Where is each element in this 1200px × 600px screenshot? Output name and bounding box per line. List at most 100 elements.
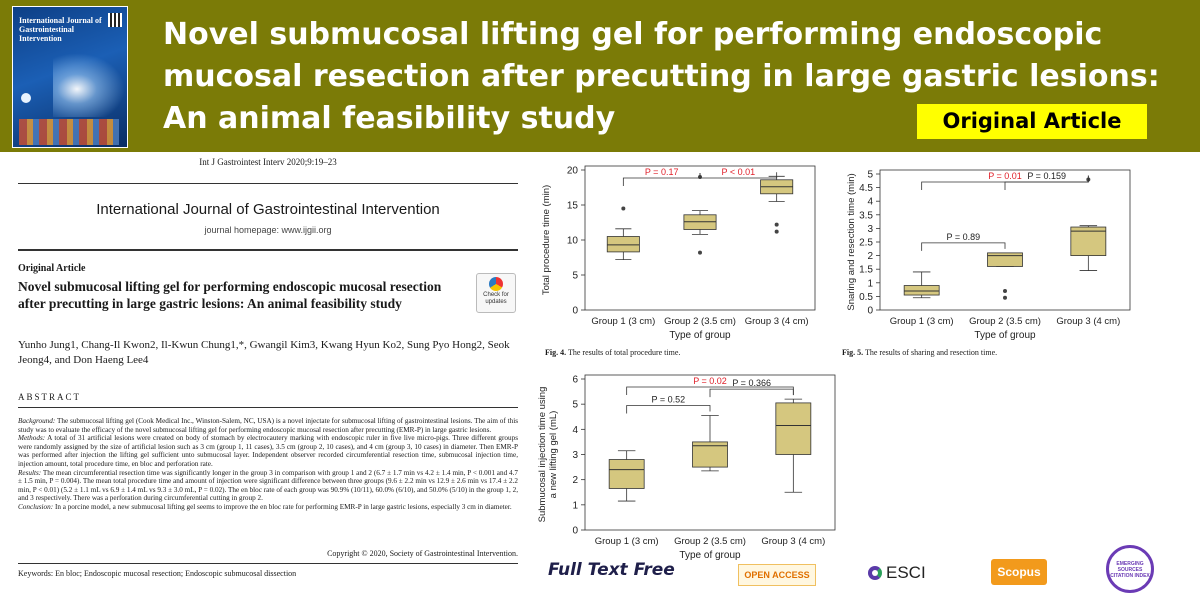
y-tick-label: 15 bbox=[567, 201, 579, 212]
x-tick-label: Group 3 (4 cm) bbox=[1056, 316, 1120, 327]
figure-5-caption: Fig. 5. The results of sharing and resec… bbox=[842, 348, 998, 357]
divider bbox=[18, 563, 518, 564]
injection-amount-chart: 0 1 2 3 4 5 6 Group 1 (3 cm) Group 2 (3.5 cm) Gro… bbox=[535, 365, 845, 561]
scopus-logo: Scopus bbox=[991, 559, 1047, 585]
y-tick-label: 3 bbox=[867, 224, 873, 235]
article-type-label: Original Article bbox=[18, 263, 86, 274]
x-tick-label: Group 3 (4 cm) bbox=[745, 316, 809, 327]
check-updates-label: Check for updates bbox=[483, 292, 509, 305]
snaring-time-boxplot: 0 0.5 1 1.5 2 2.5 3 3.5 4 4.5 5 Group 1 (3 cm) Group… bbox=[846, 169, 1131, 341]
esci-icon bbox=[868, 566, 882, 580]
cover-title: International Journal of Gastrointestina… bbox=[19, 16, 102, 43]
significance-bracket bbox=[709, 388, 794, 398]
y-axis-label: Submucosal injection time using bbox=[537, 387, 548, 523]
x-tick-label: Group 3 (4 cm) bbox=[761, 536, 825, 547]
y-tick-label: 1.5 bbox=[859, 265, 873, 276]
p-value-label: P = 0.366 bbox=[732, 378, 771, 388]
check-updates-icon bbox=[489, 277, 503, 291]
y-tick-label: 3 bbox=[572, 450, 578, 461]
procedure-time-boxplot: 0 5 10 15 20 Group 1 (3 cm) Group 2 (3.5 cm) Gr… bbox=[541, 165, 816, 341]
outlier-point bbox=[1003, 288, 1007, 293]
outlier-point bbox=[1003, 295, 1007, 300]
box bbox=[775, 402, 812, 455]
snaring-time-chart: 0 0.5 1 1.5 2 2.5 3 3.5 4 4.5 5 Group 1 (3 cm) Group… bbox=[840, 160, 1140, 345]
plot-frame bbox=[584, 374, 836, 531]
figure-4-caption: Fig. 4. The results of total procedure t… bbox=[545, 348, 681, 357]
y-tick-label: 0 bbox=[572, 306, 578, 317]
abstract-heading: ABSTRACT bbox=[18, 392, 82, 402]
open-access-logo: OPEN ACCESS bbox=[738, 564, 816, 586]
x-axis-label: Type of group bbox=[974, 330, 1036, 341]
emerging-sources-seal: EMERGING SOURCES CITATION INDEX bbox=[1106, 545, 1154, 593]
y-tick-label: 1 bbox=[572, 500, 578, 511]
full-text-free-label: Full Text Free bbox=[548, 560, 675, 580]
x-tick-label: Group 1 (3 cm) bbox=[890, 316, 954, 327]
abstract-paragraph: Background: The submucosal lifting gel (… bbox=[18, 417, 519, 434]
p-value-label: P = 0.17 bbox=[645, 167, 679, 177]
y-tick-label: 4.5 bbox=[859, 183, 873, 194]
x-tick-label: Group 1 (3 cm) bbox=[595, 536, 659, 547]
journal-cover-image: International Journal of Gastrointestina… bbox=[12, 6, 128, 148]
y-tick-label: 4 bbox=[572, 425, 578, 436]
divider bbox=[18, 183, 518, 184]
original-article-badge: Original Article bbox=[917, 104, 1147, 139]
qr-code-icon bbox=[108, 13, 122, 27]
box bbox=[903, 285, 940, 296]
journal-homepage: journal homepage: www.ijgii.org bbox=[204, 225, 332, 235]
plot-frame bbox=[879, 169, 1131, 311]
y-tick-label: 2 bbox=[867, 251, 873, 262]
box bbox=[608, 459, 645, 489]
paper-title: Novel submucosal lifting gel for perform… bbox=[18, 279, 442, 311]
y-tick-label: 2.5 bbox=[859, 238, 873, 249]
divider bbox=[18, 407, 518, 408]
y-axis-label: Total procedure time (min) bbox=[541, 185, 552, 295]
x-tick-label: Group 1 (3 cm) bbox=[591, 316, 655, 327]
esci-logo: ESCI bbox=[868, 562, 926, 584]
y-tick-label: 0 bbox=[572, 526, 578, 537]
y-tick-label: 0 bbox=[867, 306, 873, 317]
x-tick-label: Group 2 (3.5 cm) bbox=[664, 316, 736, 327]
divider bbox=[18, 249, 518, 251]
author-list: Yunho Jung1, Chang-Il Kwon2, Il-Kwun Chu… bbox=[18, 339, 510, 366]
x-axis-label: Type of group bbox=[669, 330, 731, 341]
significance-bracket bbox=[626, 386, 794, 395]
y-tick-label: 5 bbox=[867, 170, 873, 181]
significance-bracket bbox=[626, 405, 711, 414]
copyright-line: Copyright © 2020, Society of Gastrointes… bbox=[327, 549, 518, 558]
significance-bracket bbox=[699, 172, 778, 179]
x-tick-label: Group 2 (3.5 cm) bbox=[969, 316, 1041, 327]
citation-line: Int J Gastrointest Interv 2020;9:19–23 bbox=[199, 157, 337, 167]
society-logo-icon bbox=[21, 93, 31, 103]
plot-frame bbox=[584, 165, 816, 311]
y-tick-label: 4 bbox=[867, 197, 873, 208]
paper-excerpt: Int J Gastrointest Interv 2020;9:19–23 I… bbox=[18, 155, 518, 595]
p-value-label: P = 0.01 bbox=[988, 171, 1022, 181]
box bbox=[987, 252, 1023, 267]
y-tick-label: 6 bbox=[572, 375, 578, 386]
check-for-updates-button[interactable]: Check for updates bbox=[476, 273, 516, 313]
abstract-paragraph: Methods: A total of 31 artificial lesion… bbox=[18, 434, 518, 468]
significance-bracket bbox=[921, 242, 1006, 251]
y-tick-label: 1 bbox=[867, 278, 873, 289]
y-tick-label: 0.5 bbox=[859, 292, 873, 303]
p-value-label: P = 0.02 bbox=[693, 376, 727, 386]
p-value-label: P = 0.52 bbox=[652, 394, 686, 404]
y-tick-label: 5 bbox=[572, 271, 578, 282]
y-axis-label: Snaring and resection time (min) bbox=[846, 173, 857, 310]
keywords-line: Keywords: En bloc; Endoscopic mucosal re… bbox=[18, 569, 297, 578]
article-title: Novel submucosal lifting gel for perform… bbox=[163, 17, 1160, 136]
abstract-paragraph: Conclusion: In a porcine model, a new su… bbox=[18, 502, 512, 511]
injection-amount-boxplot: 0 1 2 3 4 5 6 Group 1 (3 cm) Group 2 (3.5 cm) Gro… bbox=[537, 374, 836, 561]
outlier-point bbox=[698, 250, 702, 255]
abstract-paragraph: Results: The mean circumferential resect… bbox=[18, 468, 518, 503]
abstract-body: Background: The submucosal lifting gel (… bbox=[18, 417, 518, 512]
y-tick-label: 2 bbox=[572, 475, 578, 486]
header-banner: International Journal of Gastrointestina… bbox=[0, 0, 1200, 152]
journal-name: International Journal of Gastrointestina… bbox=[96, 201, 440, 218]
y-tick-label: 5 bbox=[572, 400, 578, 411]
box bbox=[1070, 226, 1107, 257]
p-value-label: P = 0.159 bbox=[1027, 171, 1066, 181]
box bbox=[606, 236, 640, 253]
outlier-point bbox=[774, 229, 779, 234]
procedure-time-chart: 0 5 10 15 20 Group 1 (3 cm) Group 2 (3.5 cm) Gr… bbox=[535, 160, 825, 345]
